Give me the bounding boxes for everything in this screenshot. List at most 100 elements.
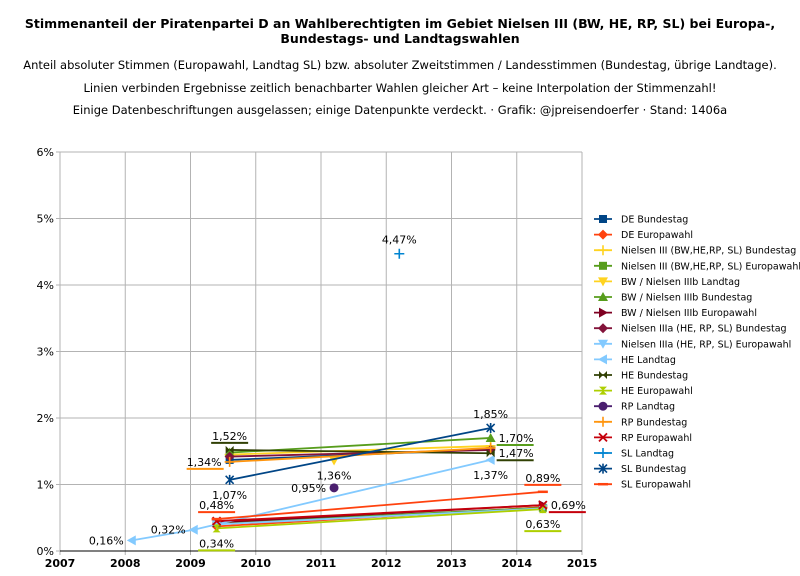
series-15 — [394, 248, 405, 259]
chart-subtitle-3: Einige Datenbeschriftungen ausgelassen; … — [72, 103, 728, 117]
data-label: 0,34% — [199, 537, 234, 550]
series-10 — [225, 445, 495, 458]
marker-plus — [224, 456, 235, 467]
data-label: 1,70% — [499, 432, 534, 445]
marker-hourglass — [538, 505, 547, 514]
y-tick-label: 0% — [37, 545, 54, 558]
x-tick-label: 2007 — [45, 557, 76, 570]
x-tick-label: 2008 — [110, 557, 141, 570]
legend-entry: BW / Nielsen IIIb Landtag — [621, 277, 740, 288]
chart-title: Stimmenanteil der Piratenpartei D an Wah… — [24, 16, 776, 46]
marker-bowtie — [599, 371, 607, 379]
legend-entry: Nielsen IIIa (HE, RP, SL) Europawahl — [621, 339, 791, 350]
data-label: 0,95% — [291, 482, 326, 495]
x-tick-label: 2014 — [501, 557, 532, 570]
series-13 — [224, 442, 496, 467]
y-tick-label: 6% — [37, 146, 54, 159]
data-label: 1,85% — [473, 408, 508, 421]
marker-triangle-left — [126, 535, 136, 546]
series-16 — [225, 422, 496, 485]
series-9 — [126, 454, 495, 546]
data-label: 0,89% — [525, 472, 560, 485]
data-label: 0,48% — [199, 499, 234, 512]
series-line — [229, 427, 491, 481]
series-line — [216, 490, 543, 520]
series-line — [229, 445, 491, 456]
legend-entry: BW / Nielsen IIIb Europawahl — [621, 308, 757, 319]
legend-entry: SL Landtag — [621, 449, 674, 460]
series-14 — [211, 500, 548, 526]
marker-star — [486, 422, 496, 433]
marker-x — [598, 432, 608, 443]
data-label: 1,07% — [212, 489, 247, 502]
x-tick-label: 2015 — [567, 557, 598, 570]
legend-entry: BW / Nielsen IIIb Bundestag — [621, 293, 752, 304]
legend-entry: Nielsen IIIa (HE, RP, SL) Bundestag — [621, 324, 787, 335]
marker-triangle-down — [598, 339, 608, 349]
series-line — [229, 447, 491, 463]
marker-bowtie — [225, 445, 234, 454]
legend-entry: HE Europawahl — [621, 386, 693, 397]
data-label: 0,16% — [89, 534, 124, 547]
data-label: 1,37% — [473, 469, 508, 482]
data-label: 0,69% — [551, 499, 586, 512]
data-label: 0,63% — [525, 518, 560, 531]
marker-plus — [598, 416, 608, 427]
series-12 — [329, 483, 339, 493]
chart-subtitle-2: Linien verbinden Ergebnisse zeitlich ben… — [83, 81, 717, 95]
marker-triangle-down — [598, 277, 608, 287]
marker-diamond — [598, 229, 608, 240]
x-tick-label: 2012 — [371, 557, 402, 570]
marker-hourglass — [212, 524, 221, 533]
x-tick-label: 2009 — [175, 557, 206, 570]
marker-triangle-up — [485, 432, 496, 442]
data-label: 1,34% — [187, 456, 222, 469]
marker-triangle-up — [598, 292, 608, 301]
x-tick-label: 2011 — [306, 557, 337, 570]
marker-hourglass — [599, 386, 607, 395]
legend-entry: RP Europawahl — [621, 433, 692, 444]
marker-triangle-left — [598, 354, 607, 365]
y-tick-label: 4% — [37, 279, 54, 292]
marker-triangle-right — [599, 307, 608, 318]
series-line — [229, 449, 491, 455]
marker-star — [598, 463, 608, 474]
marker-plus — [485, 442, 496, 453]
marker-star — [225, 474, 235, 485]
data-label: 0,32% — [151, 524, 186, 537]
legend-entry: DE Europawahl — [621, 230, 693, 241]
marker-bowtie — [486, 449, 495, 458]
y-tick-label: 3% — [37, 346, 54, 359]
chart-subtitle-1: Anteil absoluter Stimmen (Europawahl, La… — [23, 58, 777, 72]
x-tick-label: 2010 — [240, 557, 271, 570]
series-17 — [211, 490, 548, 521]
marker-circle — [329, 483, 339, 493]
y-tick-label: 1% — [37, 479, 54, 492]
marker-triangle-left — [188, 524, 198, 535]
y-tick-label: 5% — [37, 213, 54, 226]
marker-square — [599, 261, 607, 270]
legend-entry: SL Bundestag — [621, 464, 686, 475]
y-tick-label: 2% — [37, 412, 54, 425]
legend-entry: SL Europawahl — [621, 480, 691, 491]
marker-circle — [598, 401, 608, 411]
data-label: 1,52% — [212, 430, 247, 443]
legend-entry: DE Bundestag — [621, 215, 688, 226]
marker-plus — [598, 448, 608, 458]
marker-plus — [598, 245, 608, 256]
marker-diamond — [224, 451, 235, 462]
x-tick-label: 2013 — [436, 557, 467, 570]
legend-entry: Nielsen III (BW,HE,RP, SL) Bundestag — [621, 246, 796, 257]
legend-entry: HE Landtag — [621, 355, 676, 366]
marker-x — [538, 500, 548, 510]
series-line — [216, 504, 543, 522]
marker-plus — [394, 248, 405, 259]
legend-entry: RP Bundestag — [621, 417, 687, 428]
marker-diamond — [598, 323, 608, 334]
marker-triangle-left — [485, 454, 495, 465]
series-11 — [212, 505, 547, 533]
data-label: 1,47% — [499, 447, 534, 460]
legend-entry: Nielsen III (BW,HE,RP, SL) Europawahl — [621, 261, 800, 272]
marker-square — [599, 215, 607, 223]
